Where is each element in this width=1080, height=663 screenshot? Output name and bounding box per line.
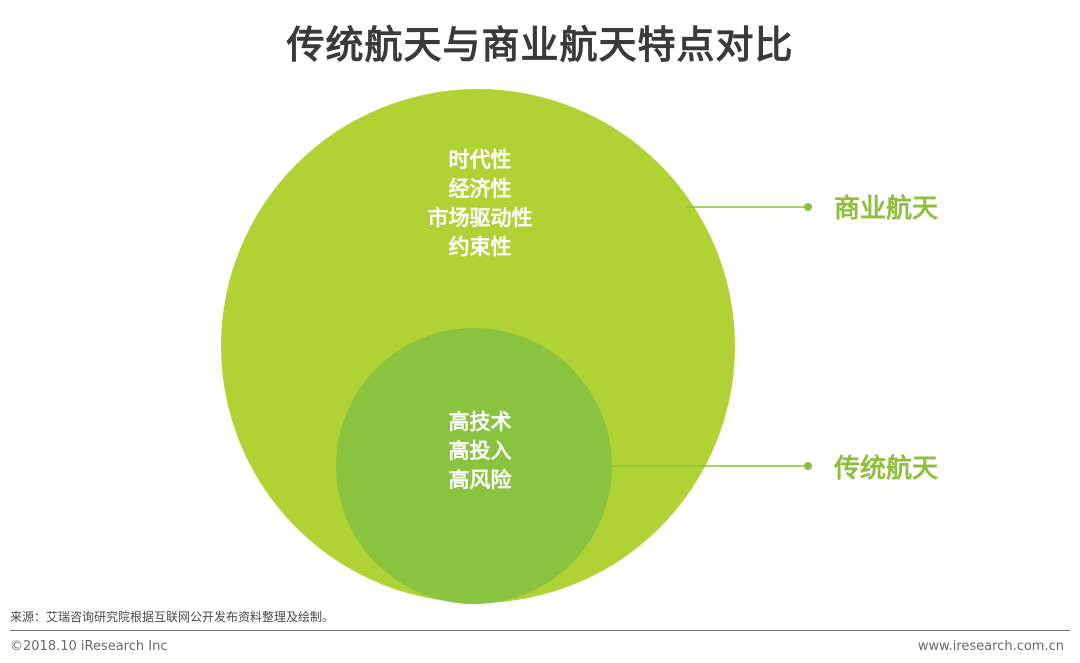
footer-divider — [10, 630, 1070, 631]
traditional-trait: 高风险 — [448, 468, 512, 492]
page-title: 传统航天与商业航天特点对比 — [286, 23, 794, 67]
commercial-trait: 经济性 — [448, 177, 512, 201]
traditional-space-circle — [336, 328, 612, 604]
commercial-connector-dot — [804, 203, 812, 211]
copyright-text: ©2018.10 iResearch Inc — [10, 639, 168, 654]
traditional-trait: 高投入 — [448, 439, 512, 463]
traditional-space-label: 传统航天 — [834, 454, 939, 484]
traditional-connector-dot — [804, 462, 812, 470]
traditional-trait: 高技术 — [448, 410, 512, 434]
commercial-trait: 市场驱动性 — [427, 206, 533, 230]
commercial-space-label: 商业航天 — [834, 194, 939, 224]
source-note: 来源：艾瑞咨询研究院根据互联网公开发布资料整理及绘制。 — [10, 610, 335, 624]
commercial-trait: 约束性 — [448, 235, 512, 259]
commercial-trait: 时代性 — [448, 148, 512, 172]
traditional-traits: 高技术 高投入 高风险 — [380, 408, 580, 495]
commercial-traits: 时代性 经济性 市场驱动性 约束性 — [380, 146, 580, 262]
website-text: www.iresearch.com.cn — [917, 639, 1064, 654]
